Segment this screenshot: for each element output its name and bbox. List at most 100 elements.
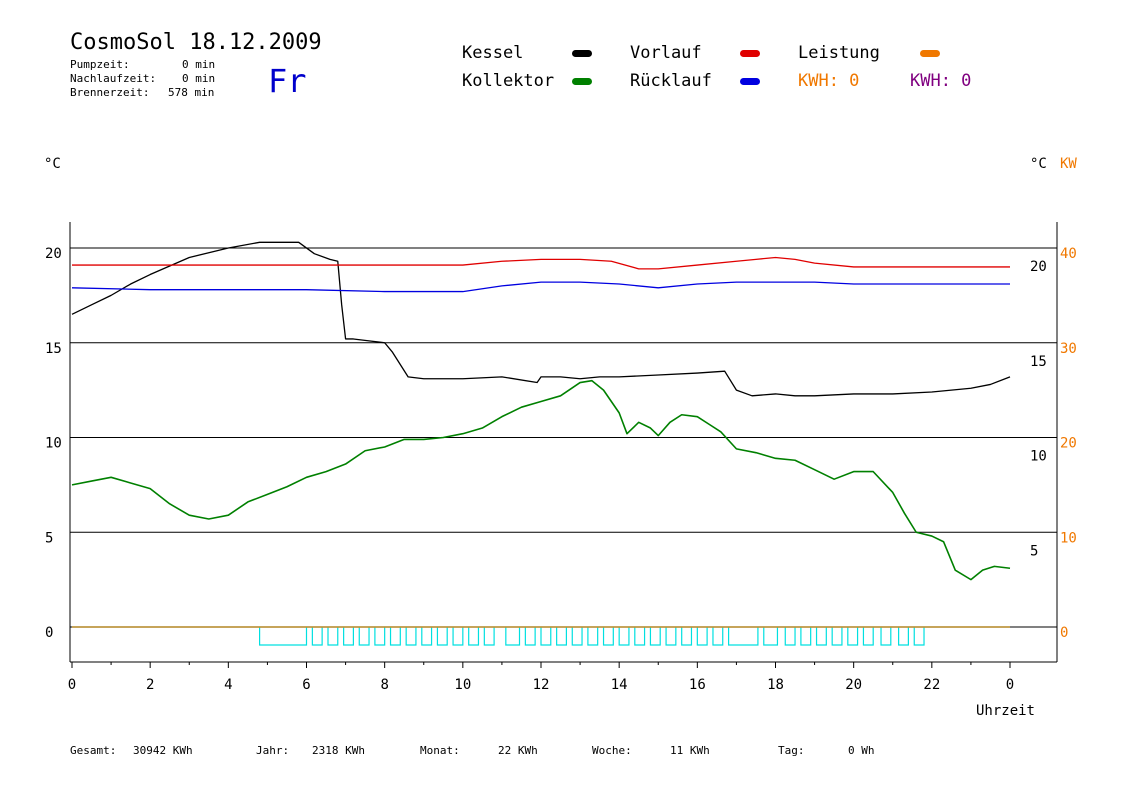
pump-on-interval xyxy=(452,627,464,646)
pump-on-interval xyxy=(311,627,323,646)
x-tick-label: 4 xyxy=(224,677,232,693)
y-right-celsius-tick-label: 5 xyxy=(1030,543,1038,559)
x-tick-label: 20 xyxy=(845,677,862,693)
pump-on-interval xyxy=(634,627,646,646)
pump-on-interval xyxy=(556,627,568,646)
pump-on-interval xyxy=(880,627,892,646)
legend-leistung-label: Leistung xyxy=(798,43,880,63)
pump-on-interval xyxy=(540,627,552,646)
pump-on-interval xyxy=(898,627,909,646)
series-line-kessel xyxy=(71,241,1011,397)
pump-on-interval xyxy=(389,627,401,646)
legend-ruecklauf-swatch xyxy=(740,78,760,85)
pumpzeit-value: 0 min xyxy=(182,58,216,71)
x-tick-label: 16 xyxy=(689,677,706,693)
pump-on-interval xyxy=(681,627,693,646)
y-right-celsius-tick-label: 20 xyxy=(1030,259,1047,275)
chart-title: CosmoSol 18.12.2009 xyxy=(70,30,322,55)
legend-kollektor-label: Kollektor xyxy=(462,71,555,91)
pumpzeit-label: Pumpzeit: xyxy=(70,58,130,71)
pump-on-interval xyxy=(727,627,759,646)
pump-on-interval xyxy=(358,627,370,646)
pump-on-interval xyxy=(421,627,433,646)
pump-on-interval xyxy=(831,627,843,646)
legend-ruecklauf-label: Rücklauf xyxy=(630,71,712,91)
right-axis-unit-kw: KW xyxy=(1060,156,1077,172)
series-line-ruecklauf xyxy=(71,281,1010,293)
legend-kwh-orange: KWH: 0 xyxy=(798,71,860,91)
x-tick-label: 0 xyxy=(68,677,76,693)
pump-on-interval xyxy=(800,627,812,646)
pump-on-interval xyxy=(696,627,708,646)
pump-on-interval xyxy=(587,627,599,646)
pump-on-interval xyxy=(524,627,536,646)
pump-on-interval xyxy=(405,627,417,646)
footer-gesamt-value: 30942 KWh xyxy=(133,744,193,757)
pump-on-interval xyxy=(763,627,779,646)
x-axis-label: Uhrzeit xyxy=(976,703,1035,719)
legend-kessel-swatch xyxy=(572,50,592,57)
brennerzeit-label: Brennerzeit: xyxy=(70,86,150,99)
y-left-tick-label: 15 xyxy=(45,341,62,357)
nachlaufzeit-value: 0 min xyxy=(182,72,216,85)
legend-leistung-swatch xyxy=(920,50,940,57)
brennerzeit-value: 578 min xyxy=(168,86,215,99)
pump-on-interval xyxy=(649,627,661,646)
y-left-tick-label: 5 xyxy=(45,530,53,546)
pump-on-interval xyxy=(327,627,339,646)
pump-on-interval xyxy=(862,627,874,646)
x-tick-label: 14 xyxy=(611,677,628,693)
legend-vorlauf-swatch xyxy=(740,50,760,57)
pump-on-interval xyxy=(712,627,724,646)
pump-on-interval xyxy=(913,627,925,646)
x-tick-label: 10 xyxy=(454,677,471,693)
pump-on-interval xyxy=(602,627,614,646)
pump-on-interval xyxy=(784,627,796,646)
pump-on-interval xyxy=(468,627,480,646)
pump-on-interval xyxy=(483,627,495,646)
y-left-tick-label: 10 xyxy=(45,436,62,452)
y-right-kw-tick-label: 40 xyxy=(1060,246,1077,262)
footer-monat-value: 22 KWh xyxy=(498,744,538,757)
y-right-kw-tick-label: 0 xyxy=(1060,625,1068,641)
footer-tag-label: Tag: xyxy=(778,744,805,757)
series-line-vorlauf xyxy=(72,256,1010,270)
pump-on-interval xyxy=(374,627,386,646)
pump-on-interval xyxy=(259,627,308,646)
pump-on-interval xyxy=(665,627,677,646)
x-tick-label: 2 xyxy=(146,677,154,693)
footer-woche-label: Woche: xyxy=(592,744,632,757)
y-right-celsius-tick-label: 10 xyxy=(1030,449,1047,465)
left-axis-unit: °C xyxy=(44,156,61,172)
y-left-tick-label: 20 xyxy=(45,246,62,262)
x-tick-label: 0 xyxy=(1006,677,1014,693)
legend-vorlauf-label: Vorlauf xyxy=(630,43,702,63)
y-left-tick-label: 0 xyxy=(45,625,53,641)
y-right-celsius-tick-label: 15 xyxy=(1030,354,1047,370)
footer-jahr-label: Jahr: xyxy=(256,744,290,757)
x-tick-label: 18 xyxy=(767,677,784,693)
y-right-kw-tick-label: 20 xyxy=(1060,436,1077,452)
y-right-kw-tick-label: 30 xyxy=(1060,341,1077,357)
pump-on-interval xyxy=(618,627,630,646)
pump-on-interval xyxy=(436,627,448,646)
x-tick-label: 8 xyxy=(380,677,388,693)
x-tick-label: 22 xyxy=(923,677,940,693)
legend-kwh-purple: KWH: 0 xyxy=(910,71,972,91)
footer-gesamt-label: Gesamt: xyxy=(70,744,117,757)
x-tick-label: 12 xyxy=(533,677,550,693)
legend-kollektor-swatch xyxy=(572,78,592,85)
footer-tag-value: 0 Wh xyxy=(848,744,875,757)
pump-on-interval xyxy=(571,627,583,646)
series-line-kollektor xyxy=(71,379,1011,581)
pump-on-interval xyxy=(343,627,354,646)
pump-on-interval xyxy=(505,627,521,646)
footer-jahr-value: 2318 KWh xyxy=(312,744,365,757)
x-tick-label: 6 xyxy=(302,677,310,693)
footer-monat-label: Monat: xyxy=(420,744,460,757)
pump-on-interval xyxy=(847,627,859,646)
pump-on-interval xyxy=(815,627,827,646)
nachlaufzeit-label: Nachlaufzeit: xyxy=(70,72,157,85)
y-right-kw-tick-label: 10 xyxy=(1060,530,1077,546)
